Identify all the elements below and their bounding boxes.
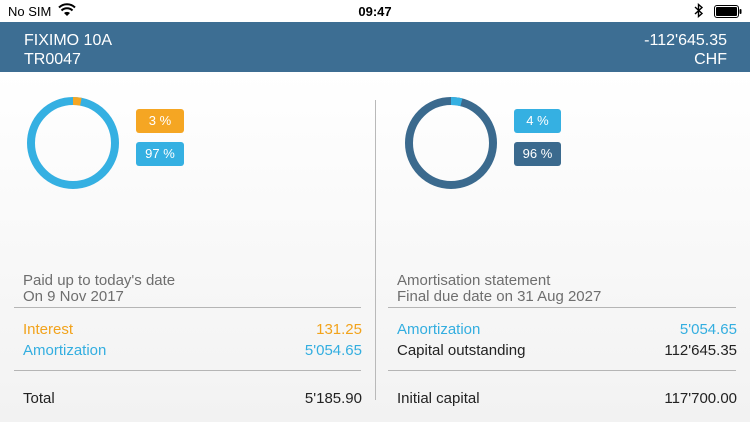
column-divider: [375, 100, 376, 400]
battery-icon: [714, 5, 742, 21]
loan-amount: -112'645.35: [644, 32, 727, 49]
capital-outstanding-label: Capital outstanding: [397, 342, 526, 359]
amortization-label: Amortization: [397, 321, 481, 338]
loan-currency: CHF: [694, 51, 727, 68]
clock-time: 09:47: [358, 4, 392, 19]
capital-donut-chart: [405, 97, 497, 189]
total-value: 5'185.90: [304, 390, 362, 407]
paid-date: On 9 Nov 2017: [23, 288, 124, 305]
amortization-label: Amortization: [23, 342, 107, 359]
amortization-value: 5'054.65: [679, 321, 737, 338]
paid-donut-chart: [27, 97, 119, 189]
interest-percent-badge: 3 %: [136, 109, 184, 133]
loan-details: 3 % 97 % Paid up to today's date On 9 No…: [0, 72, 750, 422]
statement-heading: Amortisation statement: [397, 272, 551, 289]
amortization-value: 5'054.65: [304, 342, 362, 359]
amortization-percent-badge: 4 %: [514, 109, 561, 133]
paid-heading: Paid up to today's date: [23, 272, 176, 289]
interest-value: 131.25: [316, 321, 362, 338]
divider: [14, 307, 361, 308]
total-label: Total: [23, 390, 55, 407]
amortization-percent-badge: 97 %: [136, 142, 184, 166]
wifi-icon: [58, 3, 76, 20]
divider: [388, 370, 736, 371]
donut-accent-arc: [27, 97, 119, 189]
loan-header: FIXIMO 10A TR0047 -112'645.35 CHF: [0, 22, 750, 72]
loan-title: FIXIMO 10A: [24, 32, 113, 49]
initial-capital-value: 117'700.00: [664, 390, 737, 407]
capital-outstanding-value: 112'645.35: [664, 342, 737, 359]
carrier-label: No SIM: [8, 4, 52, 19]
bluetooth-icon: [694, 2, 704, 21]
final-due-date: Final due date on 31 Aug 2027: [397, 288, 602, 305]
donut-accent-arc: [405, 97, 497, 189]
donut-base-ring: [405, 97, 497, 189]
initial-capital-label: Initial capital: [397, 390, 480, 407]
divider: [388, 307, 736, 308]
status-bar: No SIM 09:47: [0, 0, 750, 22]
interest-label: Interest: [23, 321, 74, 338]
divider: [14, 370, 361, 371]
loan-reference: TR0047: [24, 51, 81, 68]
donut-base-ring: [27, 97, 119, 189]
outstanding-percent-badge: 96 %: [514, 142, 561, 166]
